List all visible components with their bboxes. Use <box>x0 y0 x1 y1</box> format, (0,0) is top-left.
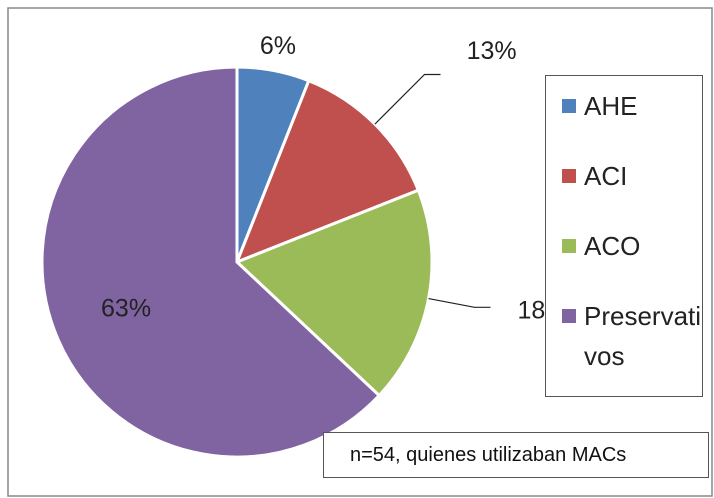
data-label: 6% <box>260 32 296 60</box>
legend-swatch <box>562 99 576 113</box>
annotation: n=54, quienes utilizaban MACs <box>323 432 709 478</box>
data-label: 63% <box>101 295 151 323</box>
frame-border <box>7 7 713 497</box>
legend-swatch <box>562 169 576 183</box>
legend-swatch <box>562 239 576 253</box>
legend: AHE ACI ACO Preservativos <box>545 75 703 397</box>
legend-label: ACO <box>584 231 641 261</box>
legend-label: ACI <box>584 161 628 191</box>
pie: 6% 13%18%63% <box>40 32 568 459</box>
leader-line <box>428 297 491 308</box>
legend-label: AHE <box>584 91 638 121</box>
leader-line <box>374 73 441 125</box>
legend-entry: Preservativos <box>562 296 702 376</box>
pie-slice <box>234 78 421 265</box>
data-label: 13% <box>467 37 517 65</box>
legend-label: Preservativos <box>584 301 702 371</box>
legend-entry: AHE <box>562 86 702 126</box>
legend-entry: ACI <box>562 156 702 196</box>
pie-slice <box>234 188 434 398</box>
legend-swatch <box>562 309 576 323</box>
legend-entry: ACO <box>562 226 702 266</box>
pie-slice <box>40 65 382 459</box>
